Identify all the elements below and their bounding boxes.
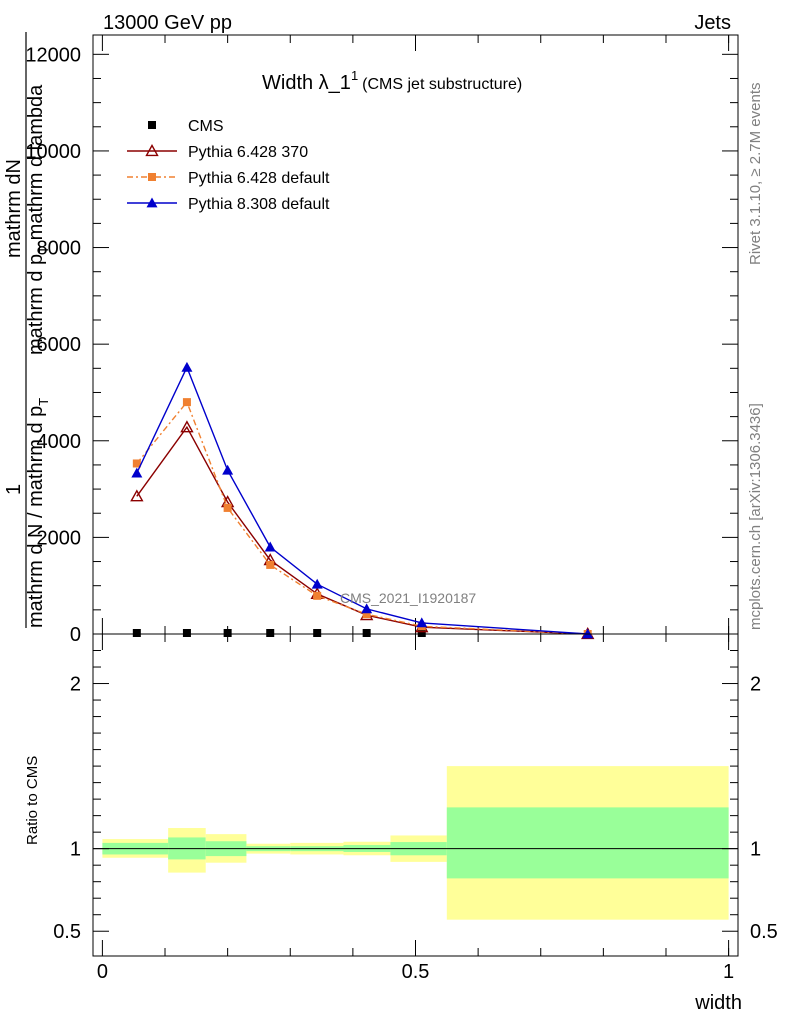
series-line xyxy=(136,425,588,635)
ylabel-numerator-2: mathrm d pT mathrm d lambda xyxy=(25,84,51,355)
data-point xyxy=(313,629,322,637)
x-tick-label: 0 xyxy=(97,961,108,983)
ratio-y-label: Ratio to CMS xyxy=(24,756,41,845)
ratio-y-tick-label: 1 xyxy=(70,839,81,861)
rivet-version: Rivet 3.1.10, ≥ 2.7M events xyxy=(747,83,764,266)
data-point xyxy=(417,629,426,637)
legend-marker xyxy=(148,173,156,181)
header-category: Jets xyxy=(694,12,731,34)
data-point xyxy=(132,459,141,468)
plot-title: Width λ_11(CMS jet substructure) xyxy=(262,68,522,94)
plot-title-sub: (CMS jet substructure) xyxy=(362,76,522,93)
ratio-y-tick-label-right: 2 xyxy=(750,674,761,696)
ratio-y-tick-label-right: 1 xyxy=(750,839,761,861)
legend-entry: Pythia 6.428 370 xyxy=(127,144,308,161)
ylabel-numerator-1: mathrm dN xyxy=(3,159,25,258)
data-point xyxy=(131,467,143,478)
header-process: 13000 GeV pp xyxy=(103,12,232,34)
data-point xyxy=(181,361,193,372)
y-tick-label: 6000 xyxy=(37,334,82,356)
legend-entry: Pythia 8.308 default xyxy=(127,196,330,213)
ratio-ticks: 0.5 0.5 1 1 2 2 0 0.5 1 xyxy=(53,634,778,983)
data-point xyxy=(313,591,322,600)
data-point xyxy=(132,629,141,637)
data-point xyxy=(182,398,191,407)
series-1 xyxy=(132,629,426,637)
legend-label: Pythia 8.308 default xyxy=(188,196,330,213)
ylabel-lead: 1 xyxy=(3,484,25,495)
ratio-bands xyxy=(102,766,729,920)
y-tick-label: 8000 xyxy=(37,238,82,260)
y-tick-label: 10000 xyxy=(25,141,81,163)
ylabel-denominator: mathrm d N / mathrm d pT xyxy=(25,398,51,628)
data-point xyxy=(362,610,371,619)
main-ticks: 0 2000 4000 6000 8000 10000 12000 xyxy=(25,35,738,646)
legend: CMS Pythia 6.428 370 Pythia 6.428 default P… xyxy=(127,118,330,213)
data-point xyxy=(130,489,144,502)
legend-entry: CMS xyxy=(148,118,224,135)
series-4 xyxy=(131,361,594,639)
y-tick-label: 0 xyxy=(70,624,81,646)
data-point xyxy=(223,629,232,637)
ylabel-denominator-sub: T xyxy=(36,398,51,406)
ylabel-numerator-2-sub: T xyxy=(36,246,51,254)
data-point xyxy=(222,464,234,475)
data-point xyxy=(582,628,594,639)
data-point xyxy=(264,541,276,552)
series-line xyxy=(136,400,588,635)
ratio-y-tick-label: 2 xyxy=(70,674,81,696)
x-tick-label: 1 xyxy=(723,961,734,983)
analysis-watermark: CMS_2021_I1920187 xyxy=(340,590,476,606)
legend-label: Pythia 6.428 default xyxy=(188,170,330,187)
ratio-y-tick-label-right: 0.5 xyxy=(750,921,778,943)
data-point xyxy=(361,603,373,614)
y-axis-label: 1 mathrm dN mathrm d pT mathrm d lambda … xyxy=(3,32,51,628)
legend-label: CMS xyxy=(188,118,224,135)
legend-marker xyxy=(148,121,156,129)
y-tick-label: 12000 xyxy=(25,44,81,66)
data-point xyxy=(311,578,323,589)
ratio-y-tick-label: 0.5 xyxy=(53,921,81,943)
legend-marker xyxy=(145,144,159,157)
data-point xyxy=(416,617,428,628)
y-tick-label: 4000 xyxy=(37,431,82,453)
ratio-band-inner xyxy=(446,807,729,879)
ratio-panel: 0.5 0.5 1 1 2 2 0 0.5 1 Ratio to CMS width xyxy=(24,633,778,1014)
legend-label: Pythia 6.428 370 xyxy=(188,144,308,161)
x-tick-label: 0.5 xyxy=(402,961,430,983)
x-axis-label: width xyxy=(694,992,742,1014)
legend-marker xyxy=(146,197,158,208)
data-point xyxy=(182,629,191,637)
plot-title-sup: 1 xyxy=(351,68,358,83)
y-tick-label: 2000 xyxy=(37,527,82,549)
mcplots-credit: mcplots.cern.ch [arXiv:1306.3436] xyxy=(747,403,764,630)
data-point xyxy=(223,503,232,512)
data-point xyxy=(266,560,275,569)
data-point xyxy=(180,420,194,433)
data-point xyxy=(266,629,275,637)
data-point xyxy=(362,629,371,637)
series-line xyxy=(136,365,588,635)
legend-entry: Pythia 6.428 default xyxy=(127,170,330,187)
